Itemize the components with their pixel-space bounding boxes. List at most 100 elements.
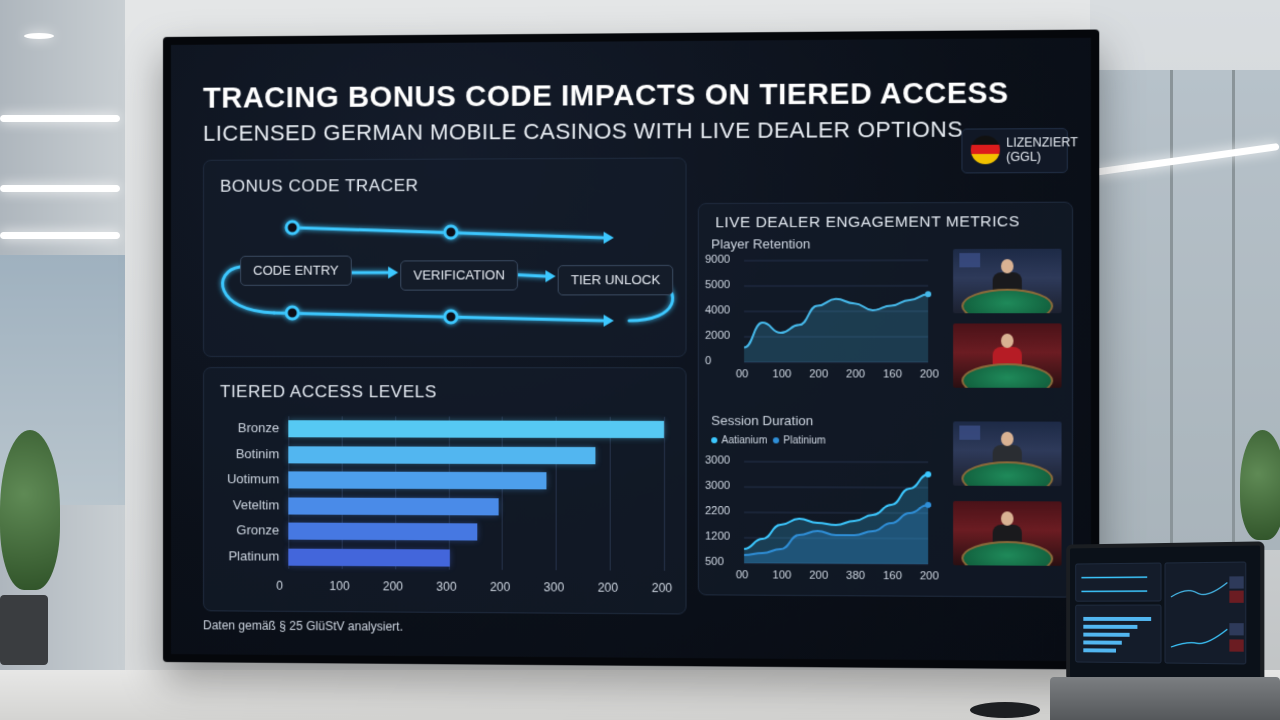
live-dealer-video-1[interactable] — [953, 249, 1061, 314]
flow-node — [286, 307, 298, 319]
bar-gronze[interactable] — [288, 523, 477, 541]
x-tick-label: 00 — [736, 368, 749, 380]
legend-item-platinium: Platinium — [773, 435, 826, 446]
y-tick-label: 2200 — [705, 505, 730, 517]
office-plant — [1240, 430, 1280, 540]
live-dealer-title: LIVE DEALER ENGAGEMENT METRICS — [715, 213, 1019, 231]
grid-line — [744, 462, 928, 463]
session-chart: 3000 3000 2200 1200 500 00 100 200 380 160 200 — [699, 203, 1072, 204]
live-dealer-video-3[interactable] — [953, 421, 1061, 486]
license-badge-line2: (GGL) — [1006, 149, 1078, 164]
x-tick-label: 200 — [846, 368, 865, 380]
bar-label: Gronze — [204, 522, 279, 537]
x-tick-label: 00 — [736, 569, 749, 581]
ceiling-light — [0, 232, 120, 239]
y-tick-label: 1200 — [705, 530, 730, 542]
series-end-point — [925, 471, 931, 477]
tiered-access-panel: TIERED ACCESS LEVELS 0 100 200 300 200 300 200… — [203, 367, 687, 614]
live-dealer-video-4[interactable] — [953, 501, 1061, 566]
x-tick-label: 160 — [883, 570, 902, 582]
flow-line-bottom — [274, 313, 603, 321]
grid-line — [610, 417, 611, 571]
bar-label: Bronze — [204, 420, 279, 435]
bar-bronze[interactable] — [288, 420, 664, 438]
bar-label: Botinim — [204, 446, 279, 461]
arrowhead-icon — [604, 232, 614, 244]
grid-line — [556, 417, 557, 571]
dashboard-title: TRACING BONUS CODE IMPACTS ON TIERED ACC… — [203, 77, 1009, 116]
retention-chart: 9000 5000 4000 2000 0 00 100 200 200 160 200 — [699, 203, 1072, 204]
bar-label: Veteltim — [204, 497, 279, 512]
x-tick-label: 200 — [809, 368, 828, 380]
area-plot — [703, 453, 941, 607]
flow-step-tier-unlock[interactable]: TIER UNLOCK — [558, 265, 674, 296]
dashboard-screen: TRACING BONUS CODE IMPACTS ON TIERED ACC… — [171, 38, 1091, 661]
x-tick-label: 380 — [846, 570, 865, 582]
mouse[interactable] — [970, 702, 1040, 718]
arrowhead-icon — [388, 267, 398, 279]
x-tick-label: 200 — [920, 368, 939, 380]
laptop-screen — [1066, 541, 1264, 684]
roulette-table-icon — [961, 289, 1053, 314]
legend-dot-icon — [711, 438, 717, 444]
y-tick-label: 500 — [705, 556, 724, 568]
office-plant — [0, 430, 60, 590]
y-tick-label: 3000 — [705, 454, 730, 466]
ceiling-spotlight — [24, 33, 54, 39]
legend-dot-icon — [773, 438, 779, 444]
dashboard-subtitle: LICENSED GERMAN MOBILE CASINOS WITH LIVE… — [203, 116, 963, 146]
bar-label: Uotimum — [204, 471, 279, 486]
window-frame — [1170, 70, 1173, 550]
bar-label: Platinum — [204, 548, 279, 563]
retention-chart-title: Player Retention — [711, 236, 810, 251]
x-tick-label: 160 — [883, 368, 902, 380]
bar-botinim[interactable] — [288, 446, 595, 464]
plant-pot — [0, 595, 48, 665]
y-tick-label: 2000 — [705, 330, 730, 342]
tiered-access-title: TIERED ACCESS LEVELS — [220, 382, 437, 402]
y-tick-label: 3000 — [705, 480, 730, 492]
grid-line — [502, 417, 503, 570]
grid-line — [448, 416, 449, 569]
x-tick-label: 300 — [544, 580, 564, 594]
x-tick-label: 100 — [329, 579, 349, 593]
x-tick-label: 200 — [809, 570, 828, 582]
window-frame — [1232, 70, 1235, 550]
bar-veteltim[interactable] — [288, 497, 498, 515]
dashboard-monitor: TRACING BONUS CODE IMPACTS ON TIERED ACC… — [163, 30, 1099, 670]
license-badge-line1: LIZENZIERT — [1006, 135, 1078, 150]
license-badge: LIZENZIERT (GGL) — [961, 128, 1067, 173]
x-tick-label: 200 — [383, 579, 403, 593]
flow-node — [286, 222, 298, 234]
bar-uotimum[interactable] — [288, 471, 546, 489]
germany-flag-icon — [971, 136, 1000, 165]
grid-line — [664, 417, 665, 571]
x-tick-label: 0 — [276, 579, 283, 593]
x-tick-label: 200 — [920, 570, 939, 582]
flow-node — [445, 226, 457, 238]
area-plot — [703, 252, 941, 405]
bar-platinum[interactable] — [288, 548, 450, 566]
footnote: Daten gemäß § 25 GlüStV analysiert. — [203, 618, 403, 633]
x-tick-label: 100 — [773, 368, 792, 380]
session-chart-title: Session Duration — [711, 413, 813, 428]
x-tick-label: 200 — [652, 581, 673, 595]
x-tick-label: 100 — [773, 569, 792, 581]
y-tick-label: 9000 — [705, 254, 730, 266]
y-tick-label: 4000 — [705, 304, 730, 316]
grid-line — [288, 416, 289, 568]
flow-step-verification[interactable]: VERIFICATION — [400, 260, 518, 290]
laptop-dashboard-preview — [1070, 546, 1252, 673]
live-dealer-video-2[interactable] — [953, 323, 1061, 387]
flow-node — [445, 311, 457, 323]
series-end-point — [925, 502, 931, 508]
roulette-table-icon — [961, 461, 1053, 486]
x-tick-label: 200 — [490, 580, 510, 594]
arrowhead-icon — [604, 315, 614, 327]
arrowhead-icon — [545, 270, 555, 282]
series-end-point — [925, 291, 931, 297]
flow-step-code-entry[interactable]: CODE ENTRY — [240, 256, 352, 286]
x-tick-label: 200 — [598, 581, 618, 595]
grid-line — [395, 416, 396, 569]
roulette-table-icon — [961, 363, 1053, 388]
